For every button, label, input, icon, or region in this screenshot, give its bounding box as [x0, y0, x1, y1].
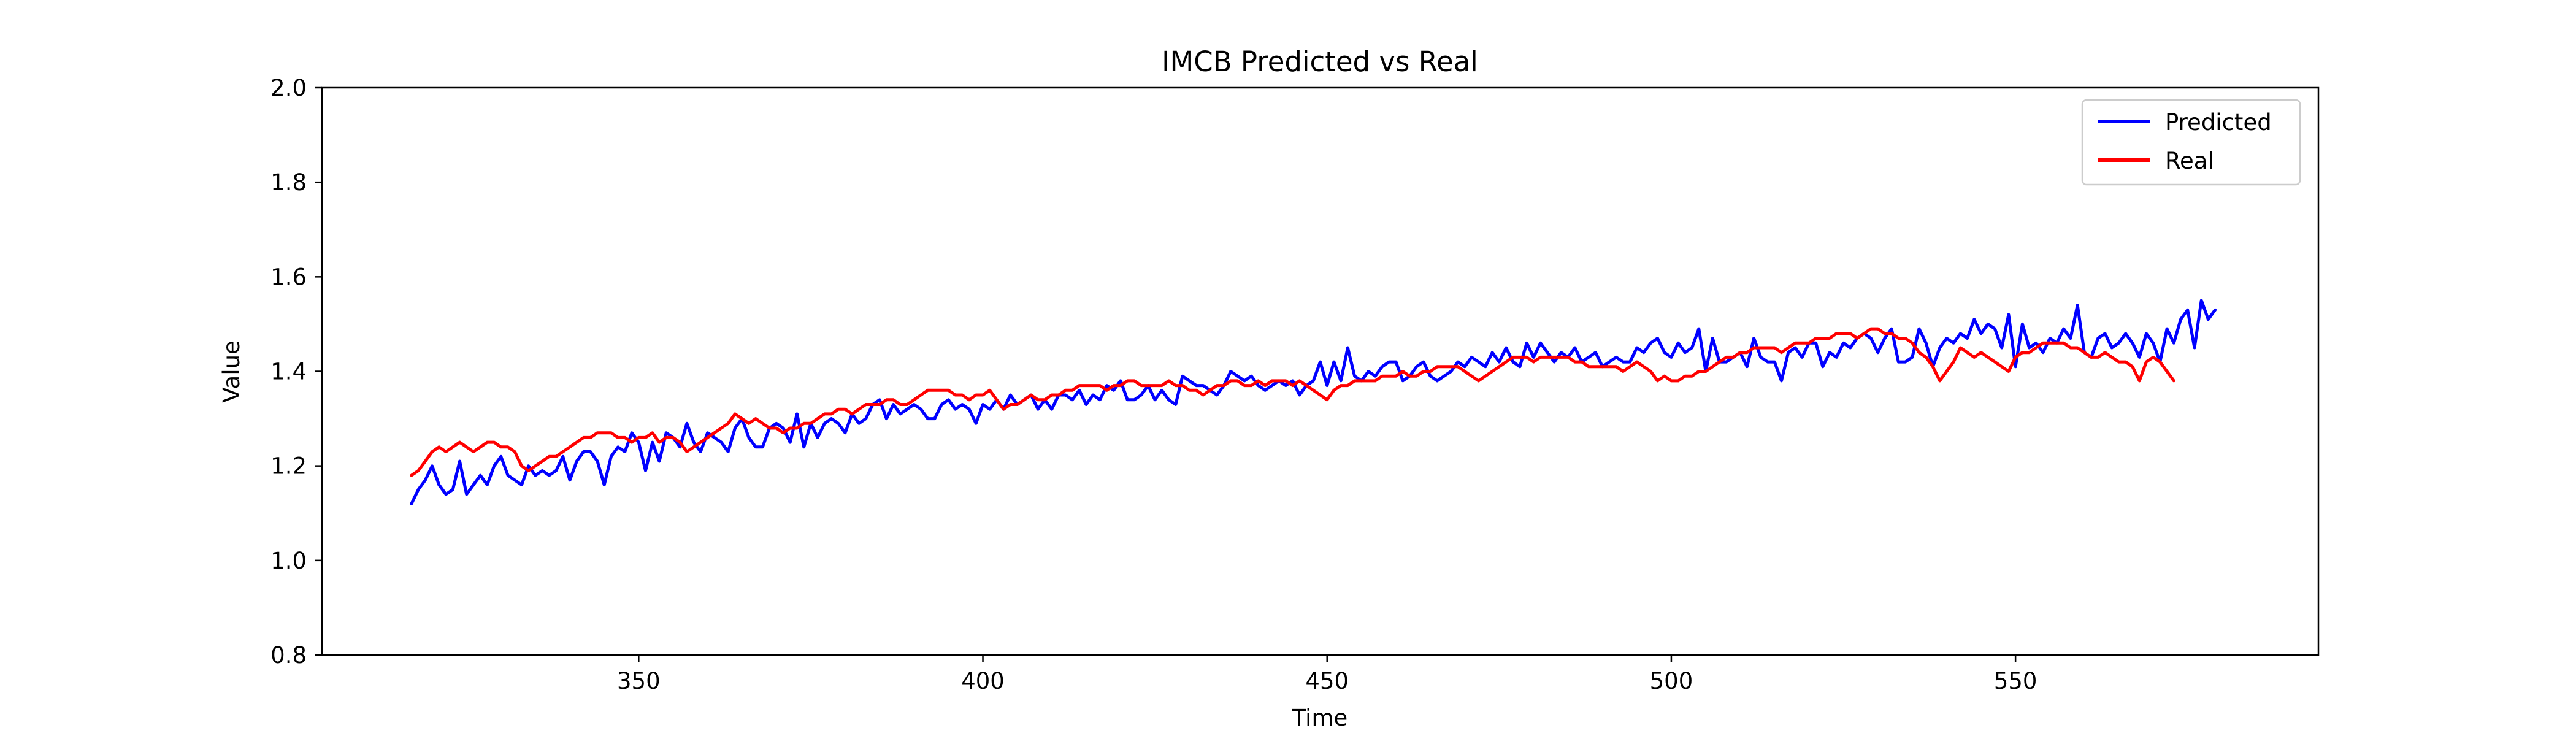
y-axis-title: Value — [218, 340, 245, 403]
series-layer — [410, 299, 2217, 505]
y-tick-label: 0.8 — [270, 642, 307, 669]
y-tick-label: 1.0 — [270, 548, 307, 574]
y-tick-label: 1.6 — [270, 264, 307, 290]
y-tick-label: 2.0 — [270, 75, 307, 101]
series-line-real — [410, 327, 2175, 477]
x-axis-title: Time — [1292, 705, 1348, 731]
legend-predicted-label: Predicted — [2165, 109, 2272, 136]
plot-background — [322, 88, 2318, 655]
x-tick-label: 350 — [617, 668, 661, 694]
y-axis: 0.8 1.0 1.2 1.4 1.6 1.8 2.0 — [270, 75, 322, 669]
x-tick-label: 400 — [961, 668, 1005, 694]
y-tick-label: 1.4 — [270, 359, 307, 385]
x-tick-label: 550 — [1994, 668, 2037, 694]
x-axis: 350 400 450 500 550 — [617, 655, 2037, 694]
y-tick-label: 1.8 — [270, 169, 307, 196]
x-tick-label: 500 — [1650, 668, 1693, 694]
legend-real-label: Real — [2165, 148, 2214, 174]
plot-area — [321, 86, 2320, 656]
x-tick-label: 450 — [1305, 668, 1349, 694]
legend: Predicted Real — [2081, 99, 2301, 186]
y-tick-label: 1.2 — [270, 453, 307, 480]
chart-title: IMCB Predicted vs Real — [1162, 45, 1478, 78]
